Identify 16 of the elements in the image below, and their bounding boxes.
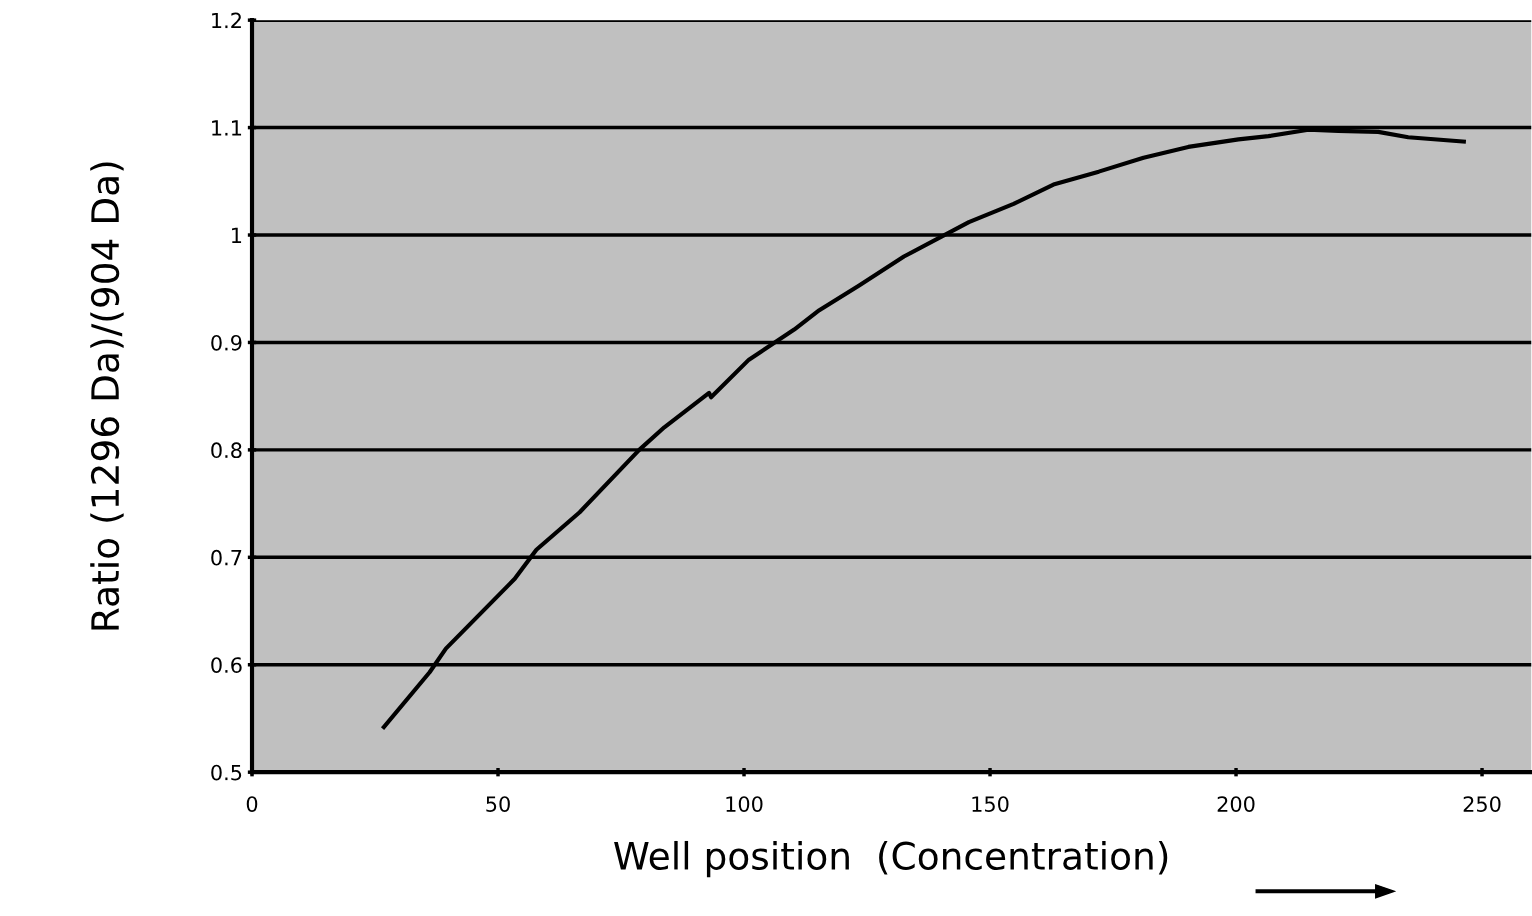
y-tick-label: 0.9	[211, 334, 242, 351]
y-tick-label: 1.1	[212, 120, 242, 136]
y-axis-title: Ratio (1296 Da)/(904 Da)	[90, 162, 124, 630]
x-tick-label: 100	[726, 796, 763, 812]
x-tick-label: 150	[972, 796, 1009, 812]
x-tick-label: 50	[486, 796, 510, 812]
x-axis-title: Well position (Concentration)	[614, 840, 1168, 878]
y-tick-label: 0.7	[211, 549, 242, 566]
x-tick-label: 0	[246, 796, 258, 812]
y-tick-label: 0.6	[211, 657, 242, 673]
x-tick-label: 200	[1217, 796, 1255, 812]
x-tick-label: 250	[1463, 796, 1501, 812]
y-tick-label: 0.5	[211, 764, 242, 781]
y-tick-label: 1	[232, 227, 242, 243]
y-tick-label: 1.2	[212, 12, 241, 29]
y-tick-label: 0.8	[211, 442, 242, 459]
